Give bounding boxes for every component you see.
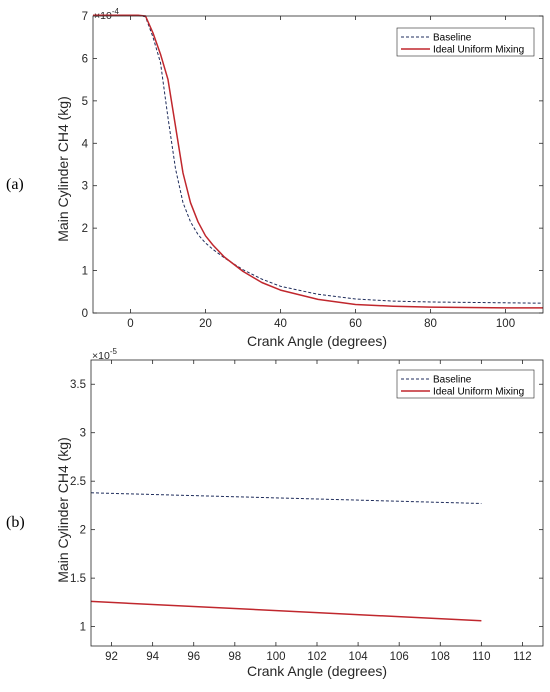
series-line-b-baseline [90,492,482,504]
x-tick-label-b: 104 [348,651,368,663]
legend-box-b [396,369,535,399]
y-tick-label-a: 4 [82,138,89,150]
y-tick-label-b: 2 [80,525,86,537]
series-line-b-ideal-uniform-mixing [90,600,482,622]
x-tick-label-a: 80 [424,318,437,330]
y-tick-label-a: 3 [82,181,88,193]
y-tick-label-a: 0 [82,308,88,320]
chart-panel-a: (a) Main Cylinder CH4 (kg) Crank Angle (… [6,7,544,349]
x-tick-label-a: 20 [199,318,212,330]
legend-label-a-mixing: Ideal Uniform Mixing [433,45,524,56]
legend-box-a [396,27,535,57]
x-tick-label-a: 40 [274,318,287,330]
y-tick-label-b: 1 [80,622,86,634]
x-tick-label-b: 108 [431,651,450,663]
x-axis-label-a: Crank Angle (degrees) [247,333,387,349]
y-tick-label-b: 3 [80,428,86,440]
y-tick-label-a: 7 [82,11,88,23]
x-tick-label-a: 0 [127,318,133,330]
y-axis-label-b: Main Cylinder CH4 (kg) [55,437,71,582]
x-tick-label-b: 94 [146,651,159,663]
chart-panel-b: (b) Main Cylinder CH4 (kg) Crank Angle (… [6,347,544,679]
legend-label-b-baseline: Baseline [433,375,472,386]
y-tick-label-b: 1.5 [70,573,86,585]
plot-area-a [92,15,544,314]
series-line-a-ideal-uniform-mixing [93,14,543,309]
x-tick-label-b: 92 [105,651,118,663]
x-tick-label-b: 112 [513,651,531,663]
legend-label-a-baseline: Baseline [433,33,472,44]
x-tick-label-b: 106 [390,651,409,663]
x-axis-label-b: Crank Angle (degrees) [247,663,387,679]
panel-label-b: (b) [6,514,25,531]
y-tick-label-a: 5 [82,96,88,108]
y-tick-label-b: 3.5 [70,379,86,391]
x-tick-label-a: 100 [496,318,515,330]
x-tick-label-b: 110 [472,651,490,663]
series-line-a-baseline [93,14,544,304]
plot-area-b [90,359,544,647]
y-tick-label-a: 6 [82,53,88,65]
y-axis-label-a: Main Cylinder CH4 (kg) [55,96,71,241]
legend-b: Baseline Ideal Uniform Mixing [396,369,535,399]
x-tick-label-b: 98 [228,651,241,663]
y-tick-label-a: 2 [82,223,88,235]
y-tick-label-a: 1 [82,266,88,278]
x-tick-label-a: 60 [349,318,362,330]
x-tick-label-b: 102 [307,651,326,663]
y-exponent-b: ×10-5 [92,347,117,362]
x-tick-label-b: 100 [266,651,285,663]
panel-label-a: (a) [6,176,24,193]
y-tick-label-b: 2.5 [70,476,86,488]
legend-label-b-mixing: Ideal Uniform Mixing [433,387,524,398]
legend-a: Baseline Ideal Uniform Mixing [396,27,535,57]
x-tick-label-b: 96 [187,651,200,663]
